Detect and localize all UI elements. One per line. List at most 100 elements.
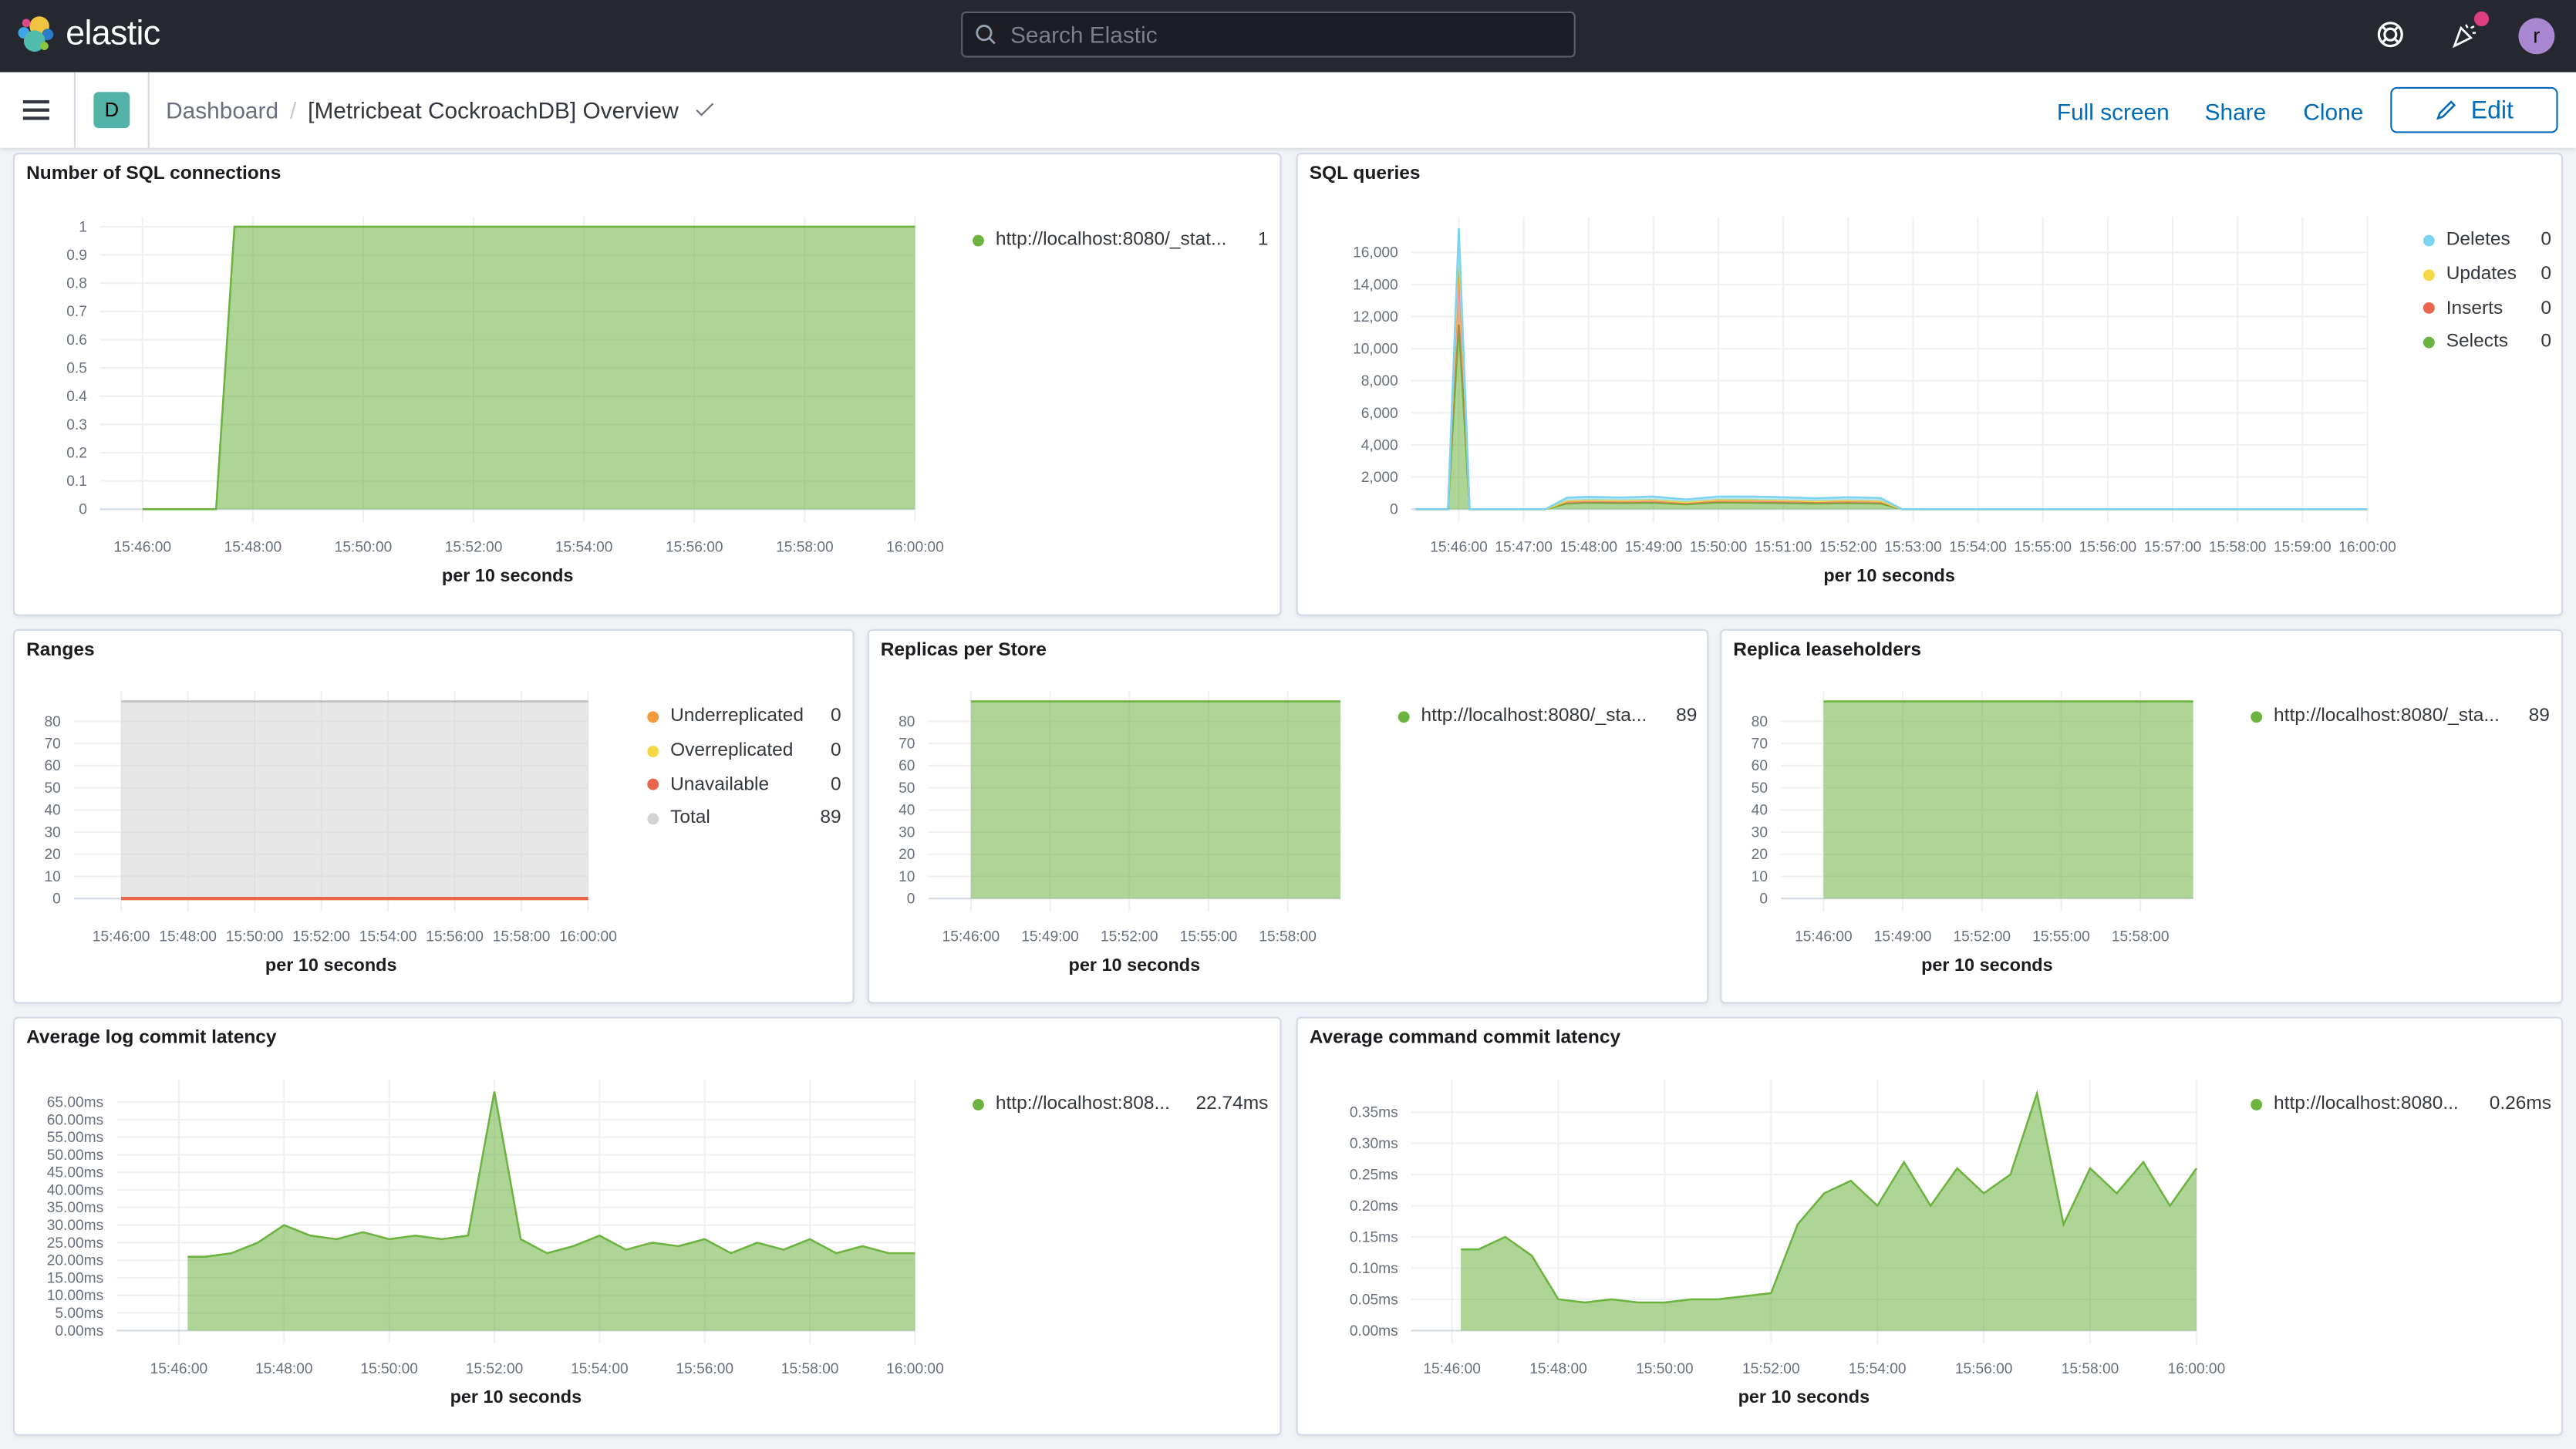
legend-value: 0 [830,706,841,727]
x-tick-label: 15:58:00 [781,1361,839,1377]
logo-text: elastic [66,15,160,53]
y-tick-label: 6,000 [1361,406,1398,422]
legend-dot-icon [973,234,984,247]
series-area-deletes[interactable] [1415,228,2368,510]
x-tick-label: 15:56:00 [676,1361,733,1377]
y-tick-label: 65.00ms [47,1095,103,1111]
edit-button[interactable]: Edit [2390,86,2558,133]
y-tick-label: 0.10ms [1350,1261,1398,1277]
y-tick-label: 20 [1752,847,1768,863]
series-line [1461,1089,2197,1304]
y-tick-label: 0.9 [66,248,87,264]
x-tick-label: 15:46:00 [150,1361,208,1377]
legend-label: Selects [2446,332,2509,352]
legend-item[interactable]: Deletes 0 [2423,224,2551,258]
legend-item[interactable]: Inserts 0 [2423,291,2551,325]
chart-legend: http://localhost:8080... 0.26ms [2251,1087,2551,1121]
series-area-total[interactable] [121,701,588,899]
user-avatar[interactable]: r [2518,18,2555,55]
x-tick-label: 15:56:00 [1955,1361,2013,1377]
newsfeed-icon[interactable] [2450,20,2479,49]
legend-label: Underreplicated [670,706,804,727]
x-tick-label: 15:50:00 [226,929,284,945]
y-tick-label: 20 [45,847,61,863]
search-bar[interactable] [961,11,1576,58]
notification-dot [2473,11,2490,27]
legend-item[interactable]: Overreplicated 0 [647,733,841,767]
legend-dot-icon [2423,336,2435,349]
series-area-http-localhost-8080-stat-[interactable] [142,226,915,510]
legend-label: http://localhost:8080/_sta... [2274,706,2500,727]
breadcrumb-separator: / [289,96,297,123]
panel-title: Replicas per Store [880,640,1047,661]
space-avatar[interactable]: D [93,92,130,129]
search-input[interactable] [1006,19,1556,49]
series-area-http-localhost-808-[interactable] [187,1091,915,1331]
elastic-logo[interactable]: elastic [16,15,160,54]
x-tick-label: 15:52:00 [466,1361,524,1377]
x-tick-label: 15:54:00 [555,540,613,556]
y-tick-label: 60 [899,758,915,774]
series-area-http-localhost-8080-[interactable] [1461,1093,2197,1331]
y-tick-label: 0.7 [66,304,87,320]
x-tick-label: 15:52:00 [1954,929,2011,945]
x-axis-label: per 10 seconds [1921,955,2053,975]
x-tick-label: 15:58:00 [2112,929,2170,945]
y-tick-label: 0 [52,891,61,908]
x-tick-label: 15:46:00 [942,929,1000,945]
x-tick-label: 15:58:00 [2209,540,2267,556]
y-tick-label: 0.3 [66,417,87,433]
legend-item[interactable]: http://localhost:8080/_stat... 1 [973,224,1268,258]
series-line [142,225,915,511]
series-area-http-localhost-8080-sta-[interactable] [1823,701,2193,899]
x-tick-label: 16:00:00 [886,540,944,556]
x-tick-label: 15:50:00 [1636,1361,1694,1377]
y-tick-label: 0.15ms [1350,1229,1398,1245]
y-tick-label: 0 [1759,891,1768,908]
series-area-selects[interactable] [1415,324,2368,510]
x-tick-label: 15:48:00 [1559,540,1617,556]
legend-item[interactable]: http://localhost:808... 22.74ms [973,1087,1268,1121]
clone-button[interactable]: Clone [2303,98,2364,125]
legend-value: 0 [830,774,841,795]
x-axis-label: per 10 seconds [450,1387,582,1407]
y-tick-label: 12,000 [1353,309,1398,325]
y-tick-label: 5.00ms [55,1306,103,1322]
legend-value: 0.26ms [2489,1094,2552,1114]
legend-value: 89 [1676,706,1698,727]
legend-item[interactable]: Selects 0 [2423,325,2551,359]
breadcrumb-dashboard-link[interactable]: Dashboard [166,96,279,123]
chart-legend: http://localhost:808... 22.74ms [973,1087,1268,1121]
y-tick-label: 50 [1752,780,1768,797]
y-tick-label: 1 [79,219,87,235]
legend-item[interactable]: Underreplicated 0 [647,699,841,733]
divider [73,72,76,148]
y-tick-label: 30 [45,824,61,841]
y-tick-label: 0.25ms [1350,1167,1398,1183]
series-area-http-localhost-8080-sta-[interactable] [970,701,1341,899]
y-tick-label: 80 [899,714,915,730]
chart-svg: 0 10 20 30 40 50 60 70 80 15:46:00 15:49:00 15:52:0… [1752,691,2193,975]
full-screen-button[interactable]: Full screen [2056,98,2170,125]
x-tick-label: 15:46:00 [114,540,172,556]
legend-item[interactable]: http://localhost:8080... 0.26ms [2251,1087,2551,1121]
chart-legend: http://localhost:8080/_sta... 89 [2251,699,2550,733]
legend-item[interactable]: http://localhost:8080/_sta... 89 [2251,699,2550,733]
elastic-logo-icon [18,16,54,52]
x-tick-label: 15:58:00 [1259,929,1317,945]
legend-item[interactable]: Total 89 [647,802,841,836]
y-tick-label: 80 [1752,714,1768,730]
menu-toggle-button[interactable] [22,99,49,120]
legend-item[interactable]: http://localhost:8080/_sta... 89 [1398,699,1698,733]
legend-item[interactable]: Unavailable 0 [647,768,841,802]
share-button[interactable]: Share [2204,98,2267,125]
panel-title: Average log commit latency [26,1028,277,1049]
help-icon[interactable] [2375,20,2405,49]
legend-dot-icon [647,745,659,757]
panel-replica-leaseholders: Replica leaseholders 0 10 20 30 40 50 60 70 80 15:… [1720,628,2563,1004]
legend-item[interactable]: Updates 0 [2423,258,2551,291]
y-tick-label: 10.00ms [47,1288,103,1304]
x-tick-label: 15:50:00 [1690,540,1748,556]
pencil-icon [2436,100,2456,120]
legend-label: Overreplicated [670,740,794,761]
